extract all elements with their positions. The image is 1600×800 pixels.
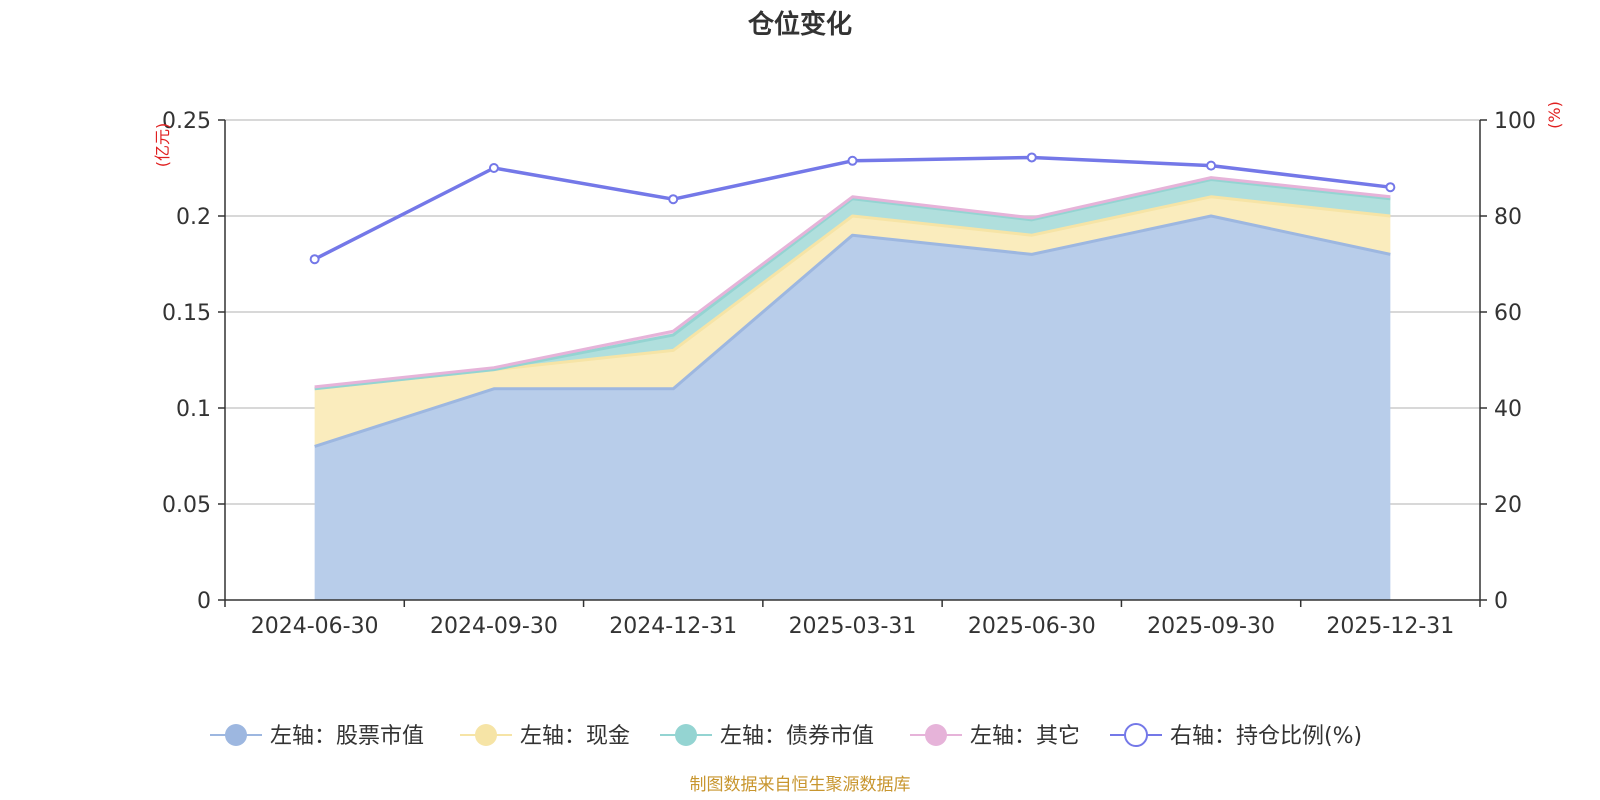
left-tick-label: 0.1 bbox=[176, 397, 211, 422]
right-tick-label: 20 bbox=[1494, 493, 1522, 518]
area-1 bbox=[314, 216, 1391, 600]
x-tick-label: 2024-12-31 bbox=[609, 614, 737, 639]
area-edge-1 bbox=[314, 214, 1391, 448]
area-edge-4 bbox=[314, 176, 1391, 389]
left-tick-label: 0 bbox=[197, 589, 211, 614]
x-tick-label: 2025-09-30 bbox=[1147, 614, 1275, 639]
right-tick-label: 100 bbox=[1494, 109, 1536, 134]
area-2 bbox=[314, 196, 1391, 447]
line-layer bbox=[309, 152, 1396, 265]
x-tick-label: 2025-12-31 bbox=[1326, 614, 1454, 639]
right-tick-label: 80 bbox=[1494, 205, 1522, 230]
holding-ratio-point bbox=[488, 163, 499, 173]
right-axis-unit: (%) bbox=[1545, 101, 1564, 129]
holding-ratio-point bbox=[847, 155, 858, 166]
right-tick-label: 0 bbox=[1494, 589, 1508, 614]
legend-label: 左轴：现金 bbox=[520, 724, 630, 749]
holding-ratio-point bbox=[309, 254, 320, 265]
left-axis-unit: (亿元) bbox=[153, 123, 172, 168]
area-3 bbox=[314, 179, 1391, 389]
legend-label: 左轴：股票市值 bbox=[270, 724, 424, 749]
legend-marker bbox=[225, 724, 247, 746]
area-layer bbox=[314, 176, 1391, 600]
legend: 左轴：股票市值 左轴：现金 左轴：债券市值 左轴：其它 右轴：持仓比例(%) bbox=[210, 723, 1362, 749]
x-tick-label: 2025-06-30 bbox=[968, 614, 1096, 639]
right-tick-label: 40 bbox=[1494, 397, 1522, 422]
left-tick-label: 0.15 bbox=[162, 301, 211, 326]
axis-layer: 0 0.05 0.1 0.15 0.2 0.25 0 20 40 60 80 100 2024-06-3… bbox=[162, 109, 1536, 639]
x-tick-label: 2024-09-30 bbox=[430, 614, 558, 639]
chart-title: 仓位变化 bbox=[747, 9, 852, 40]
holding-ratio-point bbox=[1385, 182, 1396, 193]
legend-label: 左轴：其它 bbox=[970, 724, 1080, 749]
legend-marker bbox=[925, 724, 947, 746]
left-tick-label: 0.2 bbox=[176, 205, 211, 230]
legend-marker bbox=[675, 724, 697, 746]
left-tick-label: 0.05 bbox=[162, 493, 211, 518]
legend-marker-hollow bbox=[1124, 723, 1148, 747]
left-tick-label: 0.25 bbox=[162, 109, 211, 134]
area-edge-3 bbox=[314, 178, 1391, 391]
holding-ratio-point bbox=[1026, 152, 1037, 163]
source-note: 制图数据来自恒生聚源数据库 bbox=[690, 775, 911, 795]
holding-ratio-point bbox=[1206, 160, 1217, 171]
holding-ratio-point bbox=[668, 194, 679, 205]
right-tick-label: 60 bbox=[1494, 301, 1522, 326]
x-tick-label: 2025-03-31 bbox=[789, 614, 917, 639]
legend-label: 左轴：债券市值 bbox=[720, 724, 874, 749]
x-tick-label: 2024-06-30 bbox=[251, 614, 379, 639]
legend-label: 右轴：持仓比例(%) bbox=[1170, 724, 1362, 749]
legend-marker bbox=[475, 724, 497, 746]
